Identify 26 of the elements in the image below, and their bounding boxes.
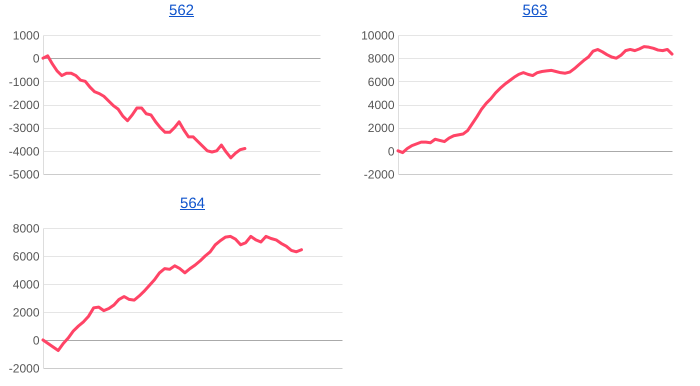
y-tick-label: -2000: [8, 98, 40, 112]
y-tick-label: -4000: [8, 144, 40, 158]
y-tick-label: -1000: [8, 74, 40, 89]
y-tick-label: 1000: [12, 28, 40, 42]
chart-title: 563: [521, 2, 549, 19]
y-tick-label: 0: [388, 144, 395, 158]
y-tick-label: -2000: [8, 362, 40, 376]
y-tick-label: 8000: [12, 222, 40, 236]
y-tick-label: -3000: [8, 121, 40, 136]
y-tick-label: 10000: [361, 28, 395, 42]
y-tick-label: 6000: [368, 74, 395, 89]
y-tick-label: 0: [32, 52, 40, 66]
y-tick-label: -5000: [8, 168, 40, 182]
y-tick-label: 8000: [368, 52, 395, 66]
line-series: [396, 45, 674, 154]
chart-title: 562: [168, 2, 196, 19]
y-tick-label: -2000: [364, 168, 395, 182]
y-tick-label: 6000: [12, 250, 40, 264]
line-series: [42, 234, 303, 352]
y-tick-label: 2000: [12, 306, 40, 320]
y-tick-label: 4000: [368, 98, 395, 112]
y-tick-label: 4000: [12, 278, 40, 292]
y-tick-label: 2000: [368, 121, 395, 136]
y-tick-label: 0: [32, 334, 40, 348]
chart-title: 564: [178, 195, 206, 212]
line-series: [42, 54, 246, 160]
